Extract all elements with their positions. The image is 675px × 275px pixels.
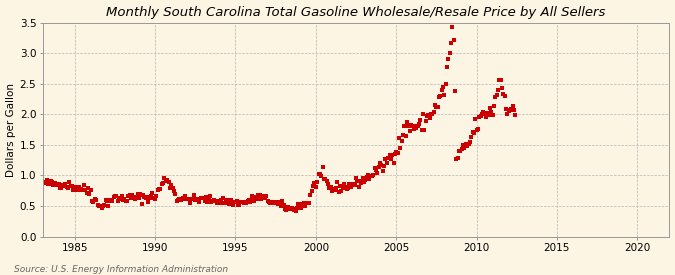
Text: Source: U.S. Energy Information Administration: Source: U.S. Energy Information Administ… xyxy=(14,265,227,274)
Title: Monthly South Carolina Total Gasoline Wholesale/Resale Price by All Sellers: Monthly South Carolina Total Gasoline Wh… xyxy=(107,6,605,18)
Y-axis label: Dollars per Gallon: Dollars per Gallon xyxy=(5,82,16,177)
